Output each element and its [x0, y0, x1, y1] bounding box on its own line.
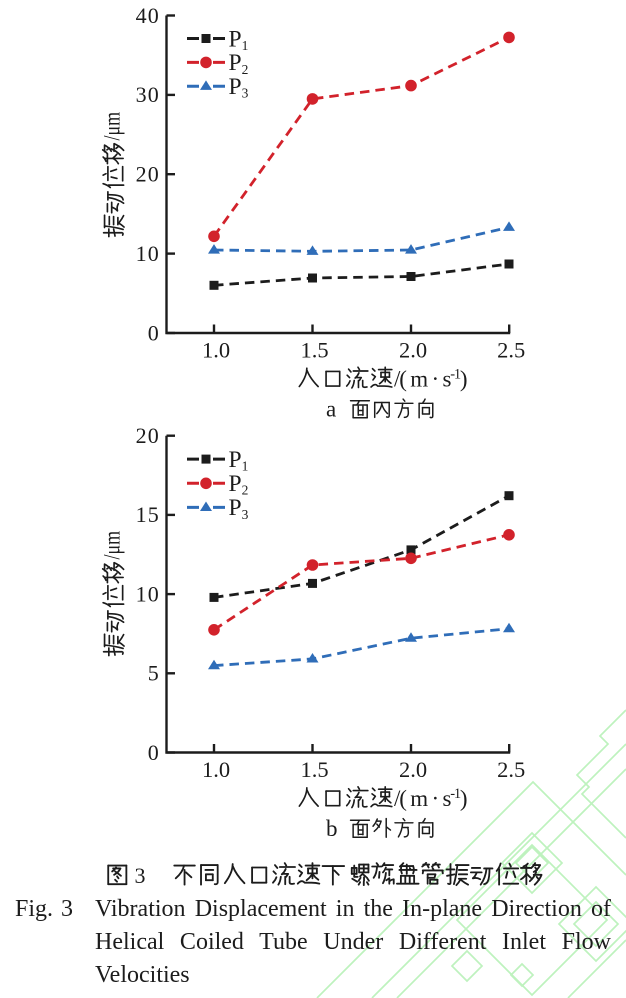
svg-text:0: 0	[148, 320, 160, 345]
svg-text:1.0: 1.0	[202, 757, 230, 782]
svg-text:0: 0	[148, 740, 160, 765]
svg-text:20: 20	[136, 423, 160, 448]
svg-text:a: a	[326, 397, 336, 422]
svg-text:1.5: 1.5	[300, 338, 328, 363]
svg-text:5: 5	[148, 661, 160, 686]
svg-text:2.0: 2.0	[399, 338, 427, 363]
svg-text:1.0: 1.0	[202, 338, 230, 363]
svg-text:2.0: 2.0	[399, 757, 427, 782]
svg-text:20: 20	[136, 162, 160, 187]
svg-text:10: 10	[136, 241, 160, 266]
svg-text:2.5: 2.5	[497, 757, 525, 782]
svg-text:40: 40	[136, 3, 160, 28]
svg-text:15: 15	[136, 502, 160, 527]
svg-text:/μm: /μm	[100, 112, 125, 141]
svg-text:b: b	[326, 816, 338, 841]
svg-text:10: 10	[136, 581, 160, 606]
svg-text:3: 3	[135, 863, 147, 888]
svg-text:/( m · s-1): /( m · s-1)	[394, 786, 467, 811]
svg-text:/μm: /μm	[100, 531, 125, 560]
svg-text:1.5: 1.5	[300, 757, 328, 782]
svg-text:30: 30	[136, 82, 160, 107]
svg-text:2.5: 2.5	[497, 338, 525, 363]
